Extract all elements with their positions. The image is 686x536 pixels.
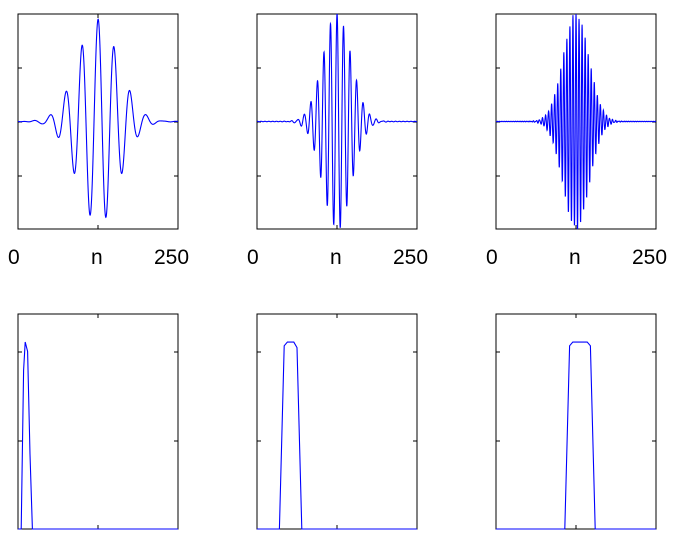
x-axis-label: n	[330, 246, 342, 269]
xtick-label: 0	[486, 246, 498, 269]
series-line	[257, 341, 417, 530]
plot-frame	[17, 313, 179, 530]
xtick-label: 250	[393, 246, 428, 269]
xtick-label: 0	[247, 246, 259, 269]
xtick-label: 250	[632, 246, 667, 269]
panel-top-left: 0 n 250	[8, 13, 189, 269]
series-line	[256, 13, 418, 228]
panel-top-right: 0 n 250	[486, 13, 667, 269]
series-line	[496, 341, 656, 530]
series-line	[495, 13, 657, 230]
x-axis-label: n	[91, 246, 103, 269]
xtick-label: 0	[8, 246, 20, 269]
series-line	[17, 18, 179, 219]
plot-frame	[17, 13, 179, 230]
series-line	[18, 341, 178, 530]
panel-bottom-right	[495, 313, 657, 530]
xtick-label: 250	[154, 246, 189, 269]
panel-top-middle: 0 n 250	[247, 13, 428, 269]
panel-bottom-middle	[256, 313, 418, 530]
plot-frame	[256, 313, 418, 530]
panel-bottom-left	[17, 313, 179, 530]
plot-frame	[495, 313, 657, 530]
x-axis-label: n	[569, 246, 581, 269]
